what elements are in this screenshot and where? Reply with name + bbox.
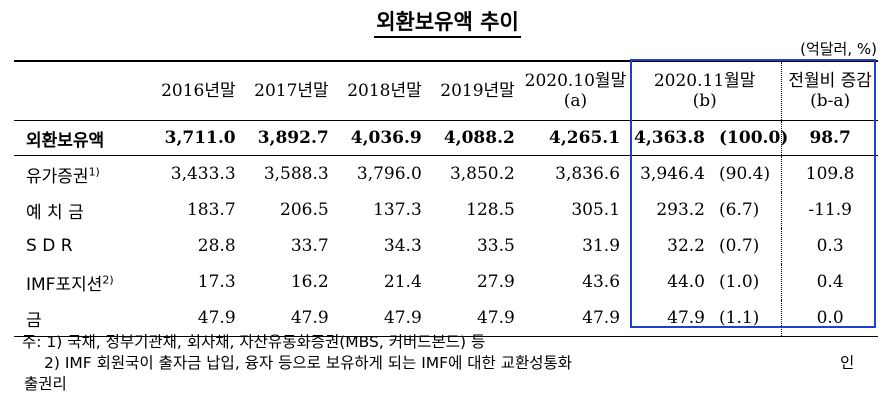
- header-row: 2016년말 2017년말 2018년말 2019년말 2020.10월말 (a)…: [14, 61, 878, 121]
- header-label-cell: [14, 61, 151, 121]
- row-label: 유가증권1): [26, 164, 100, 187]
- cell-change: 0.4: [781, 264, 878, 300]
- cell-value: 293.2: [656, 200, 705, 220]
- cell-change: 109.8: [781, 155, 878, 192]
- footnote-2-continued: 출권리: [24, 375, 67, 393]
- cell-share: (90.4): [719, 164, 771, 184]
- cell-value: 3,433.3: [170, 164, 236, 184]
- table-title: 외환보유액 추이: [0, 6, 895, 38]
- cell-value: 3,711.0: [150, 120, 244, 156]
- cell-value: 128.5: [466, 200, 515, 220]
- header-2017: 2017년말: [254, 81, 329, 101]
- cell-share: (1.0): [719, 272, 760, 292]
- row-label: S D R: [26, 236, 73, 256]
- cell-value: 43.6: [582, 272, 621, 292]
- cell-value: 4,088.2: [429, 120, 523, 156]
- cell-value: 47.9: [429, 300, 523, 337]
- table-row: IMF포지션2) 17.3 16.2 21.4 27.9 43.6 44.0 (…: [14, 264, 878, 300]
- cell-change: 98.7: [781, 120, 878, 156]
- cell-value: 44.0: [667, 272, 705, 292]
- cell-change: 0.3: [781, 228, 878, 264]
- cell-share: (1.1): [713, 300, 782, 337]
- cell-value: 47.9: [336, 300, 430, 337]
- cell-value: 3,892.7: [243, 120, 337, 156]
- cell-value: 16.2: [290, 272, 329, 292]
- row-label: IMF포지션2): [26, 272, 114, 295]
- cell-value: 21.4: [383, 272, 422, 292]
- cell-change: 0.0: [781, 300, 878, 337]
- cell-share: (100.0): [713, 120, 788, 156]
- cell-value: 4,036.9: [336, 120, 430, 156]
- cell-value: 34.3: [383, 236, 422, 256]
- cell-value: 183.7: [186, 200, 236, 220]
- row-label: 금: [14, 300, 151, 337]
- table-row: 외환보유액 3,711.0 3,892.7 4,036.9 4,088.2 4,…: [14, 120, 878, 156]
- cell-value: 17.3: [197, 272, 236, 292]
- table-row: 금 47.9 47.9 47.9 47.9 47.9 47.9 (1.1) 0.…: [14, 300, 878, 337]
- cell-value: 206.5: [280, 200, 329, 220]
- cell-value: 137.3: [373, 200, 422, 220]
- table-row: S D R 28.8 33.7 34.3 33.5 31.9 32.2 (0.7…: [14, 228, 878, 264]
- footnotes: 주: 1) 국채, 정부기관채, 회사채, 자산유동화증권(MBS, 커버드본드…: [22, 332, 854, 395]
- cell-value: 3,946.4: [640, 164, 705, 184]
- cell-value: 4,363.8: [628, 120, 713, 156]
- cell-value: 28.8: [197, 236, 236, 256]
- footnote-1: 주: 1) 국채, 정부기관채, 회사채, 자산유동화증권(MBS, 커버드본드…: [22, 333, 486, 351]
- row-label: 외환보유액: [14, 120, 151, 156]
- cell-value: 305.1: [571, 200, 621, 220]
- cell-value: 31.9: [582, 236, 621, 256]
- cell-change: -11.9: [781, 192, 878, 228]
- cell-value: 3,796.0: [356, 164, 422, 184]
- table-row: 유가증권1) 3,433.3 3,588.3 3,796.0 3,850.2 3…: [14, 155, 878, 192]
- header-2018: 2018년말: [347, 81, 422, 101]
- cell-value: 33.5: [476, 236, 515, 256]
- header-change: 전월비 증감 (b-a): [781, 61, 878, 121]
- unit-label: (억달러, %): [800, 40, 877, 58]
- header-2016: 2016년말: [161, 81, 236, 101]
- cell-value: 4,265.1: [522, 120, 629, 156]
- table-row: 예 치 금 183.7 206.5 137.3 128.5 305.1 293.…: [14, 192, 878, 228]
- cell-value: 27.9: [476, 272, 515, 292]
- cell-value: 47.9: [243, 300, 337, 337]
- cell-value: 47.9: [522, 300, 629, 337]
- cell-value: 3,588.3: [263, 164, 329, 184]
- cell-value: 3,850.2: [449, 164, 515, 184]
- cell-value: 33.7: [290, 236, 329, 256]
- header-2019: 2019년말: [440, 81, 515, 101]
- footnote-2-suffix: 인: [840, 354, 855, 372]
- cell-value: 3,836.6: [555, 164, 621, 184]
- cell-share: (0.7): [719, 236, 760, 256]
- footnote-2: 2) IMF 회원국이 출자금 납입, 융자 등으로 보유하게 되는 IMF에 …: [44, 354, 573, 372]
- row-label: 예 치 금: [26, 202, 84, 223]
- reserves-table: 2016년말 2017년말 2018년말 2019년말 2020.10월말 (a)…: [14, 60, 878, 337]
- cell-value: 32.2: [667, 236, 705, 256]
- cell-share: (6.7): [719, 200, 760, 220]
- cell-value: 47.9: [628, 300, 713, 337]
- cell-value: 47.9: [150, 300, 244, 337]
- header-2020-11: 2020.11월말 (b): [653, 71, 756, 111]
- header-2020-10: 2020.10월말 (a): [524, 71, 627, 111]
